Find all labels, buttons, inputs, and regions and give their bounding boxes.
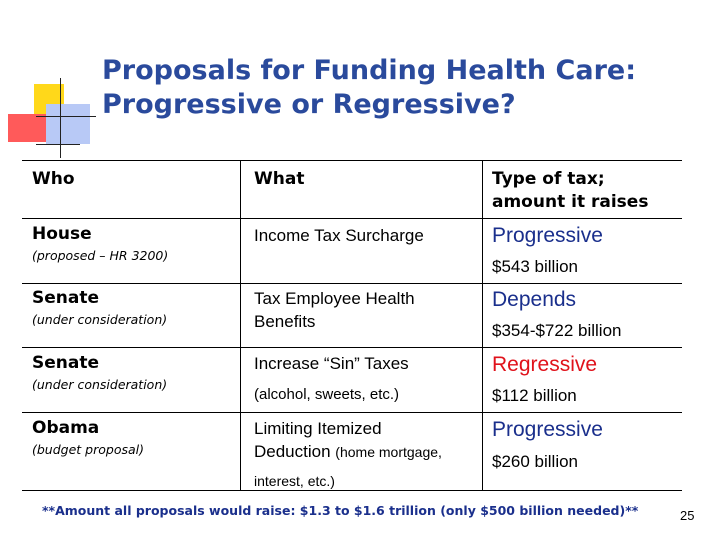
- table-row-senate-2: Senate (under consideration): [32, 353, 167, 392]
- table-row-rule: [22, 283, 682, 284]
- row-what: Increase “Sin” Taxes (alcohol, sweets, e…: [254, 352, 409, 406]
- row-what: Income Tax Surcharge: [254, 226, 424, 245]
- row-who: Senate: [32, 288, 100, 308]
- decor-horizontal-line: [36, 116, 96, 117]
- decor-horizontal-line-2: [36, 144, 80, 145]
- row-tax-type: Depends: [492, 288, 577, 311]
- row-who: House: [32, 224, 92, 244]
- slide-title-line-1: Proposals for Funding Health Care:: [102, 55, 637, 86]
- row-amount: $543 billion: [492, 257, 579, 276]
- row-what-line-2: Deduction: [254, 442, 331, 461]
- row-amount: $260 billion: [492, 452, 579, 471]
- row-tax-type: Progressive: [492, 224, 603, 247]
- slide-title-line-2: Progressive or Regressive?: [102, 89, 516, 120]
- page-number: 25: [680, 508, 695, 523]
- row-what-line-1: Increase “Sin” Taxes: [254, 354, 409, 373]
- row-what-line-2-wrap: Deduction (home mortgage,: [254, 440, 480, 464]
- decor-blue-square: [46, 104, 90, 144]
- row-who: Obama: [32, 418, 100, 438]
- table-bottom-rule: [22, 490, 682, 491]
- row-what-paren: (alcohol, sweets, etc.): [254, 386, 400, 403]
- row-what-paren-2: interest, etc.): [254, 473, 335, 489]
- table-row-rule: [22, 412, 682, 413]
- table-row-senate-1: Senate (under consideration): [32, 288, 167, 327]
- header-type: Type of tax; amount it raises: [492, 168, 648, 214]
- header-type-line-1: Type of tax;: [492, 169, 605, 189]
- slide-title: Proposals for Funding Health Care: Progr…: [102, 54, 702, 122]
- row-who: Senate: [32, 353, 100, 373]
- table-top-rule: [22, 160, 682, 161]
- row-what: Tax Employee Health Benefits: [254, 287, 415, 333]
- table-row-rule: [22, 347, 682, 348]
- table-column-divider: [240, 160, 241, 490]
- header-who: Who: [32, 169, 75, 189]
- table-column-divider: [482, 160, 483, 490]
- row-amount: $112 billion: [492, 386, 577, 405]
- table-row-house: House (proposed – HR 3200): [32, 224, 168, 263]
- table-row-obama: Obama (budget proposal): [32, 418, 144, 457]
- header-type-line-2: amount it raises: [492, 192, 649, 212]
- decor-vertical-line: [60, 78, 61, 158]
- row-who-note: (budget proposal): [32, 442, 144, 457]
- row-tax-type: Progressive: [492, 418, 603, 441]
- header-what: What: [254, 169, 305, 189]
- row-what-paren: (home mortgage,: [335, 444, 442, 460]
- row-tax-type: Regressive: [492, 353, 598, 376]
- decor-red-square: [8, 114, 52, 142]
- row-amount: $354-$722 billion: [492, 321, 622, 340]
- row-who-note: (proposed – HR 3200): [32, 248, 169, 263]
- row-who-note: (under consideration): [32, 377, 168, 392]
- table-header-rule: [22, 218, 682, 219]
- row-what: Limiting Itemized Deduction (home mortga…: [254, 417, 480, 493]
- row-what-line-1: Tax Employee Health: [254, 289, 415, 308]
- row-what-line-1: Limiting Itemized: [254, 419, 382, 438]
- footer-note: **Amount all proposals would raise: $1.3…: [42, 503, 639, 518]
- row-who-note: (under consideration): [32, 312, 168, 327]
- row-what-line-2: Benefits: [254, 312, 316, 331]
